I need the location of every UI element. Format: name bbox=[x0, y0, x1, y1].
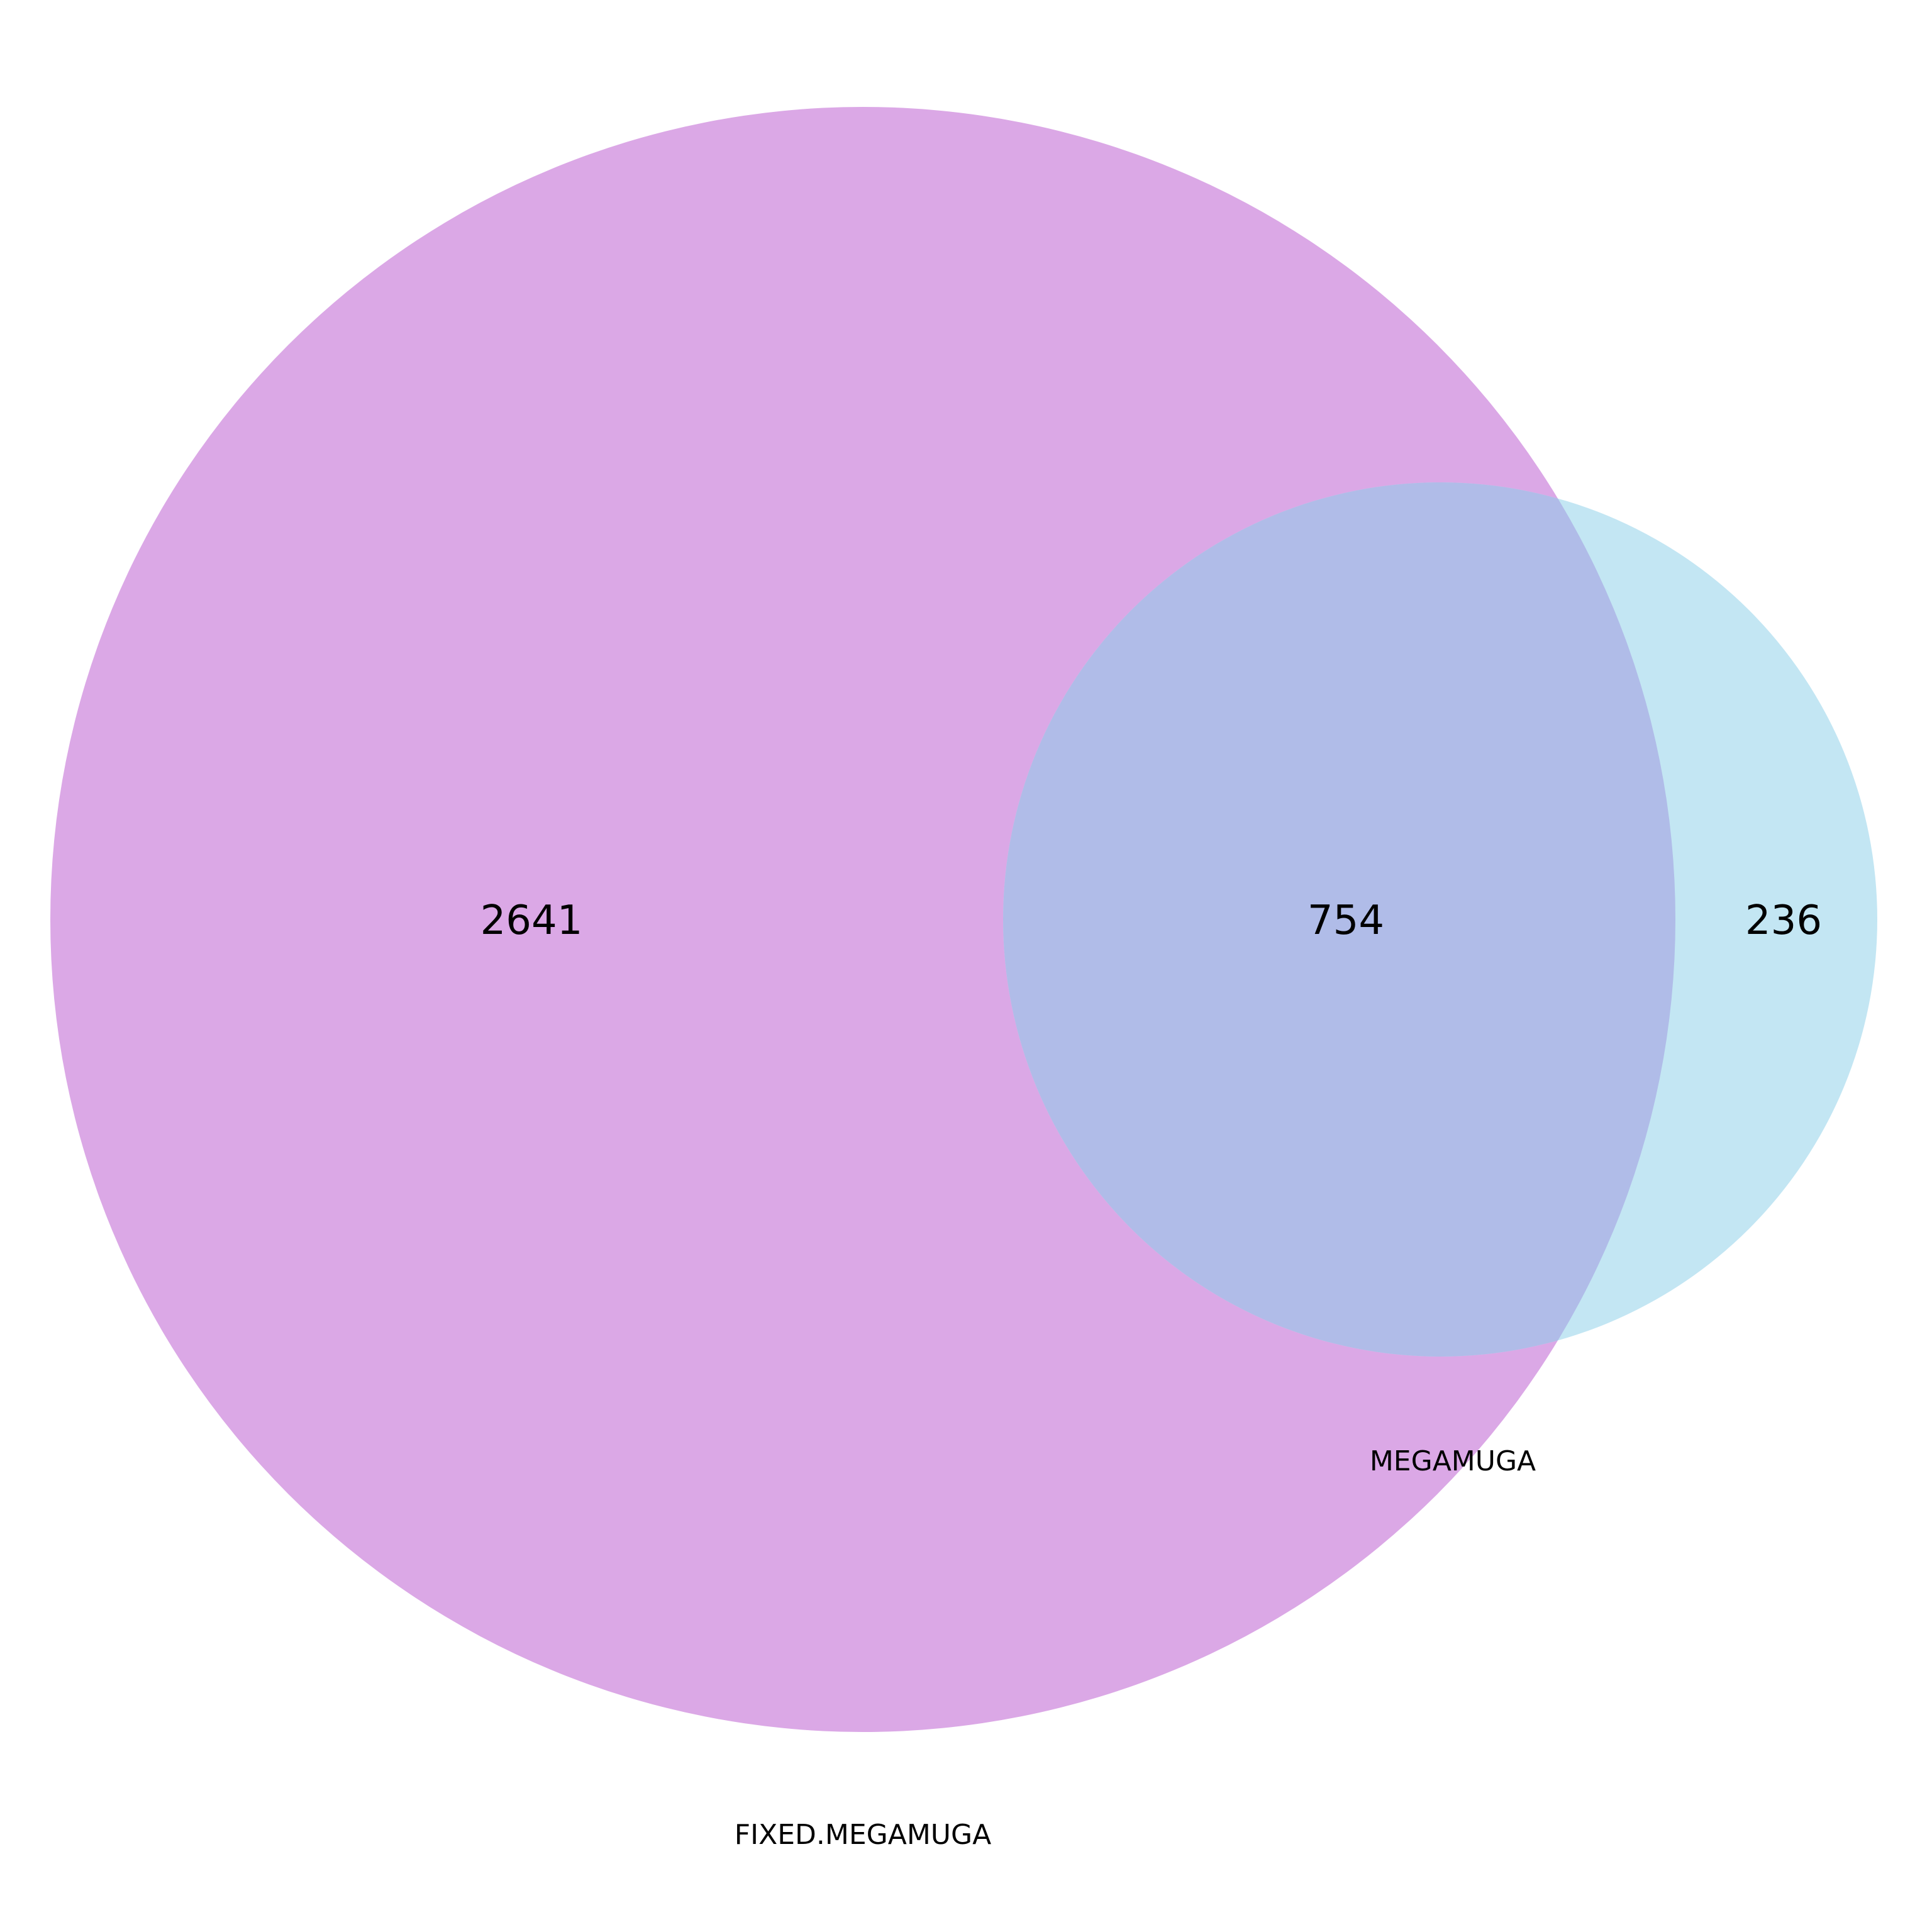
set-fixed-megamuga-circle bbox=[50, 107, 1675, 1732]
count-both: 754 bbox=[1307, 897, 1384, 944]
count-megamuga-only: 236 bbox=[1745, 897, 1822, 944]
count-fixed-only: 2641 bbox=[480, 897, 583, 944]
set-label-fixed-megamuga: FIXED.MEGAMUGA bbox=[735, 1819, 991, 1851]
set-label-megamuga: MEGAMUGA bbox=[1370, 1445, 1536, 1477]
